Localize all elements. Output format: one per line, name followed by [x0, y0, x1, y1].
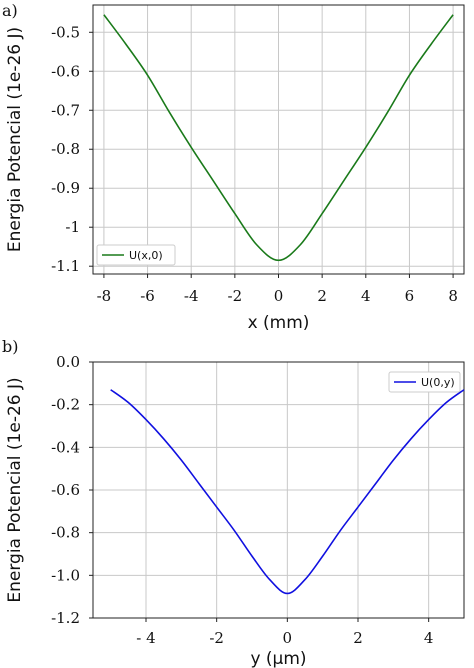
y-tick-label: -0.6 [51, 62, 80, 80]
x-tick-label: 0 [283, 629, 293, 647]
y-tick-label: 0.0 [56, 353, 80, 371]
chart-b: - 4 -2 0 2 4 0.0 -0.2 -0.4 -0.6 -0.8 -1.0 -1.2 y (μm… [5, 353, 465, 668]
x-tick-label: -8 [97, 287, 112, 305]
x-tick-label: -4 [184, 287, 199, 305]
x-tick-label: - 4 [136, 629, 155, 647]
y-tick-label: -0.7 [51, 101, 80, 119]
x-tick-label: 2 [353, 629, 363, 647]
x-tick-label: -6 [140, 287, 155, 305]
x-tick-label: -2 [209, 629, 224, 647]
x-axis-label: x (mm) [248, 313, 310, 333]
legend-box [96, 244, 176, 266]
y-tick-label: -1.2 [51, 609, 80, 627]
x-tick-label: 0 [274, 287, 284, 305]
x-tick-label: -2 [228, 287, 243, 305]
x-tick-label: 4 [361, 287, 371, 305]
chart-a: -8 -6 -4 -2 0 2 4 6 8 -0.5 -0.6 -0.7 -0.8 -0.9 -1 -1.1 x… [5, 4, 465, 333]
y-tick-label: -0.8 [51, 524, 80, 542]
y-axis-label: Energia Potencial (1e-26 J) [5, 377, 25, 602]
y-tick-label: -0.5 [51, 23, 80, 41]
series-line-U(x,0) [103, 14, 454, 262]
series-line-U(0,y) [110, 389, 465, 595]
x-tick-label: 6 [405, 287, 415, 305]
x-tick-label: 2 [317, 287, 327, 305]
y-tick-label: -0.2 [51, 396, 80, 414]
legend-label: U(0,y) [421, 376, 455, 389]
y-tick-label: -1 [65, 218, 80, 236]
y-tick-label: -1.1 [51, 257, 80, 275]
y-axis-label: Energia Potencial (1e-26 J) [5, 27, 25, 252]
x-tick-label: 8 [448, 287, 458, 305]
x-tick-label: 4 [424, 629, 434, 647]
legend-label: U(x,0) [129, 249, 163, 262]
y-tick-label: -0.6 [51, 481, 80, 499]
y-tick-label: -1.0 [51, 566, 80, 584]
legend-box [388, 371, 461, 393]
x-axis-label: y (μm) [250, 649, 306, 668]
panel-b-label: b) [2, 337, 18, 356]
panel-a-label: a) [2, 1, 18, 20]
y-tick-label: -0.9 [51, 179, 80, 197]
y-tick-label: -0.8 [51, 140, 80, 158]
y-tick-label: -0.4 [51, 438, 80, 456]
